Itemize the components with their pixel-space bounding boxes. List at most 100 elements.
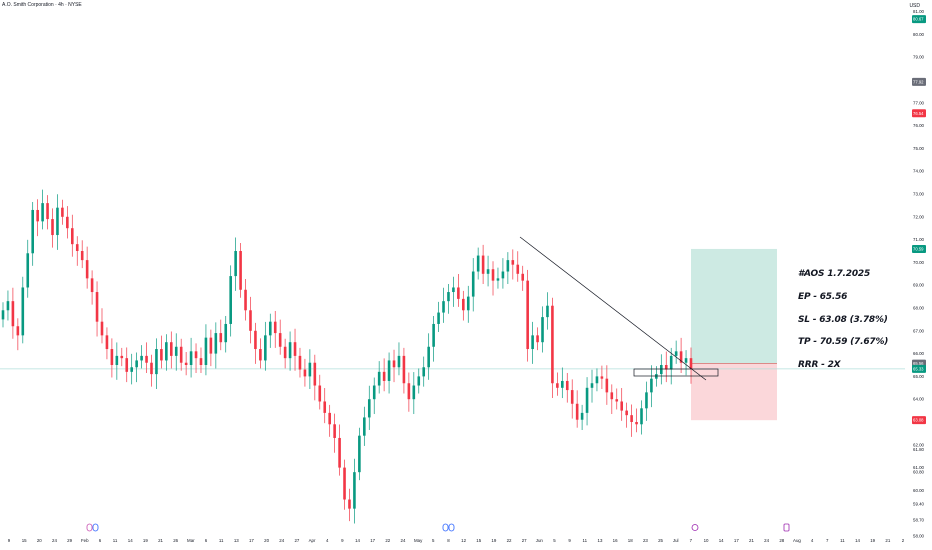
x-tick-label: 7 bbox=[826, 538, 829, 543]
candle bbox=[605, 365, 609, 405]
candle-body bbox=[476, 255, 480, 272]
candle-body bbox=[234, 251, 237, 277]
trade-note-stop: SL - 63.08 (3.78%) bbox=[798, 315, 888, 325]
candle bbox=[184, 352, 188, 376]
candle-body bbox=[635, 422, 638, 425]
candle bbox=[229, 265, 232, 337]
x-tick-label: 11 bbox=[219, 538, 224, 543]
candle bbox=[561, 367, 564, 399]
candle bbox=[224, 315, 228, 353]
x-tick-label: Aug bbox=[793, 538, 801, 543]
candle bbox=[333, 413, 336, 453]
candle bbox=[600, 365, 604, 389]
y-tick-label: 79.00 bbox=[913, 55, 925, 60]
candle-body bbox=[689, 358, 693, 369]
candle bbox=[590, 369, 594, 403]
candle-body bbox=[669, 355, 673, 370]
candle-body bbox=[214, 333, 218, 354]
x-tick-label: 18 bbox=[628, 538, 633, 543]
candle bbox=[565, 372, 569, 403]
candle-body bbox=[377, 371, 381, 386]
candle-body bbox=[174, 346, 178, 356]
candle-body bbox=[333, 424, 336, 438]
x-tick-label: 28 bbox=[779, 538, 784, 543]
candle-body bbox=[664, 365, 668, 370]
x-tick-label: 24 bbox=[401, 538, 406, 543]
candle-body bbox=[31, 209, 34, 254]
price-badge-bg bbox=[912, 15, 926, 24]
price-badge-bg bbox=[912, 77, 926, 86]
candle-body bbox=[224, 323, 228, 343]
candle-body bbox=[264, 335, 267, 361]
candle-body bbox=[209, 337, 213, 354]
candle bbox=[239, 243, 242, 298]
y-tick-label: 73.00 bbox=[913, 192, 925, 197]
price-badge-bg bbox=[912, 244, 926, 253]
alert-marker-icon bbox=[691, 524, 699, 531]
candle bbox=[46, 195, 49, 230]
candle-body bbox=[526, 280, 529, 350]
y-tick-label: 80.00 bbox=[913, 32, 925, 37]
candle bbox=[689, 347, 693, 384]
x-tick-label: 19 bbox=[870, 538, 875, 543]
x-tick-label: 9 bbox=[341, 538, 344, 543]
x-tick-label: 14 bbox=[855, 538, 860, 543]
x-tick-label: 15 bbox=[476, 538, 481, 543]
candle bbox=[521, 265, 525, 291]
candle bbox=[125, 347, 129, 383]
candle-body bbox=[674, 351, 678, 356]
candle bbox=[422, 356, 426, 387]
candle-body bbox=[412, 385, 416, 400]
x-tick-label: 29 bbox=[67, 538, 72, 543]
candle-body bbox=[179, 346, 183, 363]
candle bbox=[516, 251, 520, 282]
candle-body bbox=[303, 369, 307, 377]
x-tick-label: Mar bbox=[187, 538, 195, 543]
candle-body bbox=[531, 335, 534, 350]
candle-body bbox=[229, 276, 232, 324]
x-tick-label: 24 bbox=[764, 538, 769, 543]
candle bbox=[476, 247, 480, 280]
candle bbox=[387, 352, 391, 394]
candle-body bbox=[125, 358, 129, 372]
candle-body bbox=[363, 417, 366, 436]
y-tick-label: 66.00 bbox=[913, 351, 925, 356]
y-tick-label: 60.80 bbox=[913, 470, 925, 475]
candle-body bbox=[165, 342, 168, 361]
candle-body bbox=[372, 385, 376, 400]
candle bbox=[90, 270, 94, 305]
candle bbox=[120, 347, 124, 367]
price-badge-label: 70.59 bbox=[913, 246, 924, 251]
candle bbox=[199, 347, 203, 373]
trade-note-symbol: #AOS 1.7.2025 bbox=[798, 269, 871, 279]
candle-body bbox=[462, 298, 465, 311]
price-badge-label: 65.33 bbox=[913, 366, 924, 371]
x-tick-label: 24 bbox=[279, 538, 284, 543]
candle-body bbox=[447, 292, 450, 302]
candle bbox=[130, 353, 133, 385]
candle bbox=[407, 372, 411, 412]
candle bbox=[417, 368, 421, 394]
candle bbox=[635, 408, 638, 433]
candle-body bbox=[313, 362, 317, 386]
candle bbox=[447, 284, 450, 314]
y-tick-label: 61.00 bbox=[913, 465, 925, 470]
candle-body bbox=[630, 415, 633, 422]
candle bbox=[328, 404, 331, 437]
x-tick-label: 4 bbox=[811, 538, 814, 543]
candle bbox=[620, 388, 624, 421]
candle bbox=[353, 458, 356, 524]
candle-body bbox=[11, 301, 15, 327]
candle-body bbox=[254, 330, 257, 350]
x-tick-label: 14 bbox=[719, 538, 724, 543]
candle-body bbox=[328, 412, 331, 425]
candle-body bbox=[169, 342, 173, 356]
candle-body bbox=[432, 323, 435, 347]
x-tick-label: Feb bbox=[81, 538, 89, 543]
candle-body bbox=[402, 355, 406, 384]
symbol-title[interactable]: A.O. Smith Corporation · 4h · NYSE bbox=[2, 2, 82, 8]
candle-body bbox=[541, 317, 544, 343]
candle bbox=[219, 319, 223, 351]
